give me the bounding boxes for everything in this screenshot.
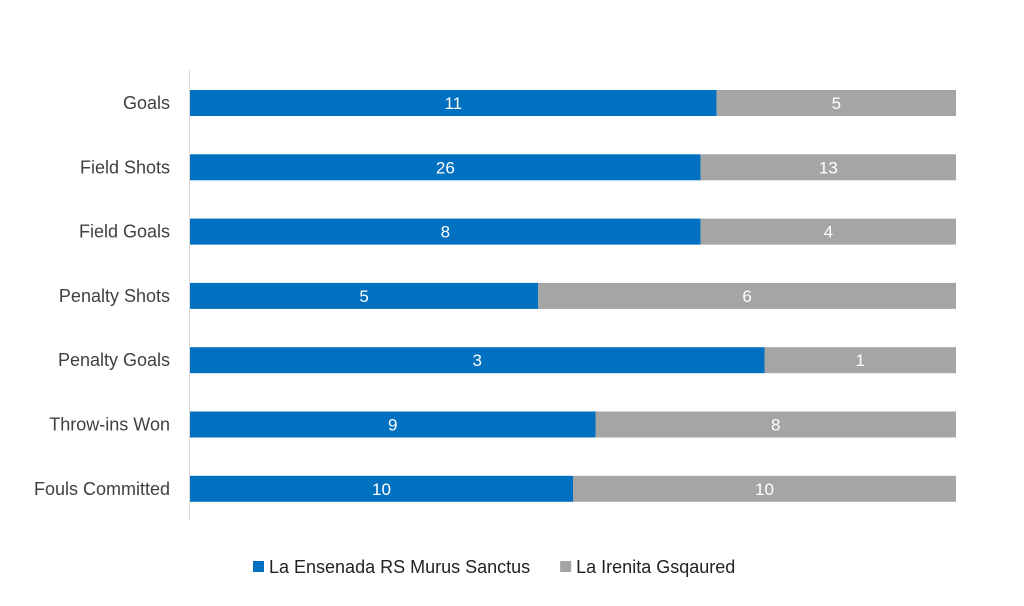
bar-series-1-4 xyxy=(764,347,956,374)
data-label-series-1-3: 6 xyxy=(742,287,751,306)
bar-series-0-2 xyxy=(190,218,701,245)
data-label-series-1-6: 10 xyxy=(755,480,774,499)
data-label-series-0-1: 26 xyxy=(436,158,455,177)
bar-series-0-4 xyxy=(190,347,765,374)
data-label-series-0-5: 9 xyxy=(388,416,397,435)
legend-swatch-1 xyxy=(560,561,572,572)
category-label-1: Field Shots xyxy=(80,157,170,177)
bar-series-1-2 xyxy=(700,218,956,245)
bar-series-1-6 xyxy=(573,475,956,502)
category-label-2: Field Goals xyxy=(79,222,170,242)
bar-series-1-3 xyxy=(538,282,956,309)
category-label-0: Goals xyxy=(123,93,170,113)
data-label-series-1-0: 5 xyxy=(832,94,841,113)
bar-series-1-5 xyxy=(595,411,956,438)
category-label-3: Penalty Shots xyxy=(59,286,170,306)
data-label-series-0-0: 11 xyxy=(444,94,462,113)
bar-series-1-0 xyxy=(716,90,957,116)
legend-label-0: La Ensenada RS Murus Sanctus xyxy=(269,557,530,577)
data-label-series-0-2: 8 xyxy=(441,223,450,242)
data-label-series-0-4: 3 xyxy=(473,351,482,370)
legend-label-1: La Irenita Gsqaured xyxy=(576,557,735,577)
category-label-5: Throw-ins Won xyxy=(49,415,170,435)
legend: La Ensenada RS Murus Sanctus La Irenita G… xyxy=(253,557,735,577)
bars-group: 11 5 26 13 8 4 5 6 3 1 9 8 10 10 xyxy=(190,90,957,502)
data-label-series-1-2: 4 xyxy=(824,223,833,242)
legend-swatch-0 xyxy=(253,561,264,572)
category-label-6: Fouls Committed xyxy=(34,479,170,499)
category-label-4: Penalty Goals xyxy=(58,350,170,370)
category-labels: Goals Field Shots Field Goals Penalty Shots… xyxy=(34,93,170,499)
data-label-series-1-1: 13 xyxy=(819,158,838,177)
bar-series-1-1 xyxy=(700,154,956,181)
data-label-series-0-6: 10 xyxy=(372,480,391,499)
bar-series-0-3 xyxy=(190,282,539,309)
bar-series-0-5 xyxy=(190,411,596,438)
data-label-series-1-5: 8 xyxy=(771,416,780,435)
data-label-series-0-3: 5 xyxy=(359,287,368,306)
data-label-series-1-4: 1 xyxy=(856,351,865,370)
bar-series-0-1 xyxy=(190,154,701,181)
bar-series-0-6 xyxy=(190,475,573,502)
bar-series-0-0 xyxy=(190,90,717,116)
